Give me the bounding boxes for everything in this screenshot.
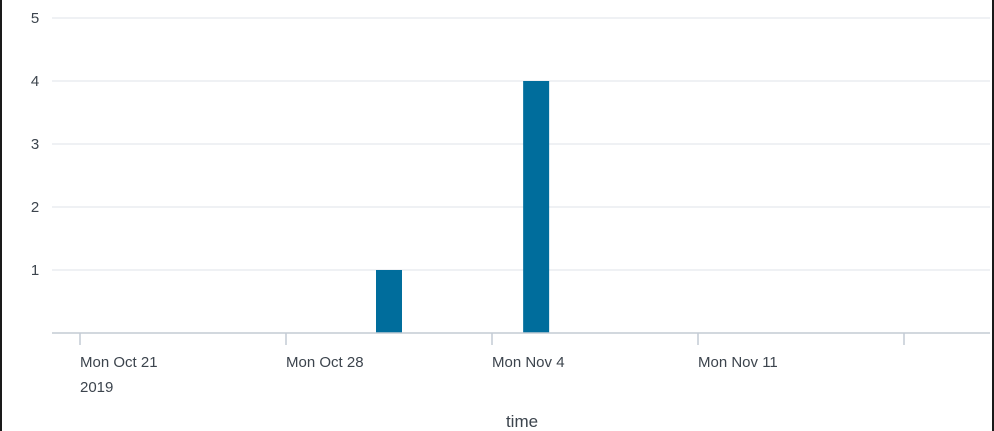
bar-series [376,81,550,333]
x-axis: Mon Oct 21 2019 Mon Oct 28 Mon Nov 4 Mon Nov… [52,332,990,396]
x-tick-year: 2019 [80,379,113,396]
x-tick-label: Mon Oct 28 [286,354,364,371]
y-tick-label: 2 [31,199,39,216]
y-tick-label: 4 [31,73,39,90]
gridlines [52,17,990,271]
x-tick-label: Mon Nov 4 [492,354,565,371]
x-tick-label: Mon Oct 21 [80,354,158,371]
y-tick-label: 3 [31,136,39,153]
bar[interactable] [523,81,550,333]
x-axis-title: time [506,412,538,431]
x-tick-label: Mon Nov 11 [698,354,778,371]
y-axis: 1 2 3 4 5 [31,10,39,279]
y-tick-label: 5 [31,10,39,27]
bar[interactable] [376,270,402,333]
y-tick-label: 1 [31,262,39,279]
